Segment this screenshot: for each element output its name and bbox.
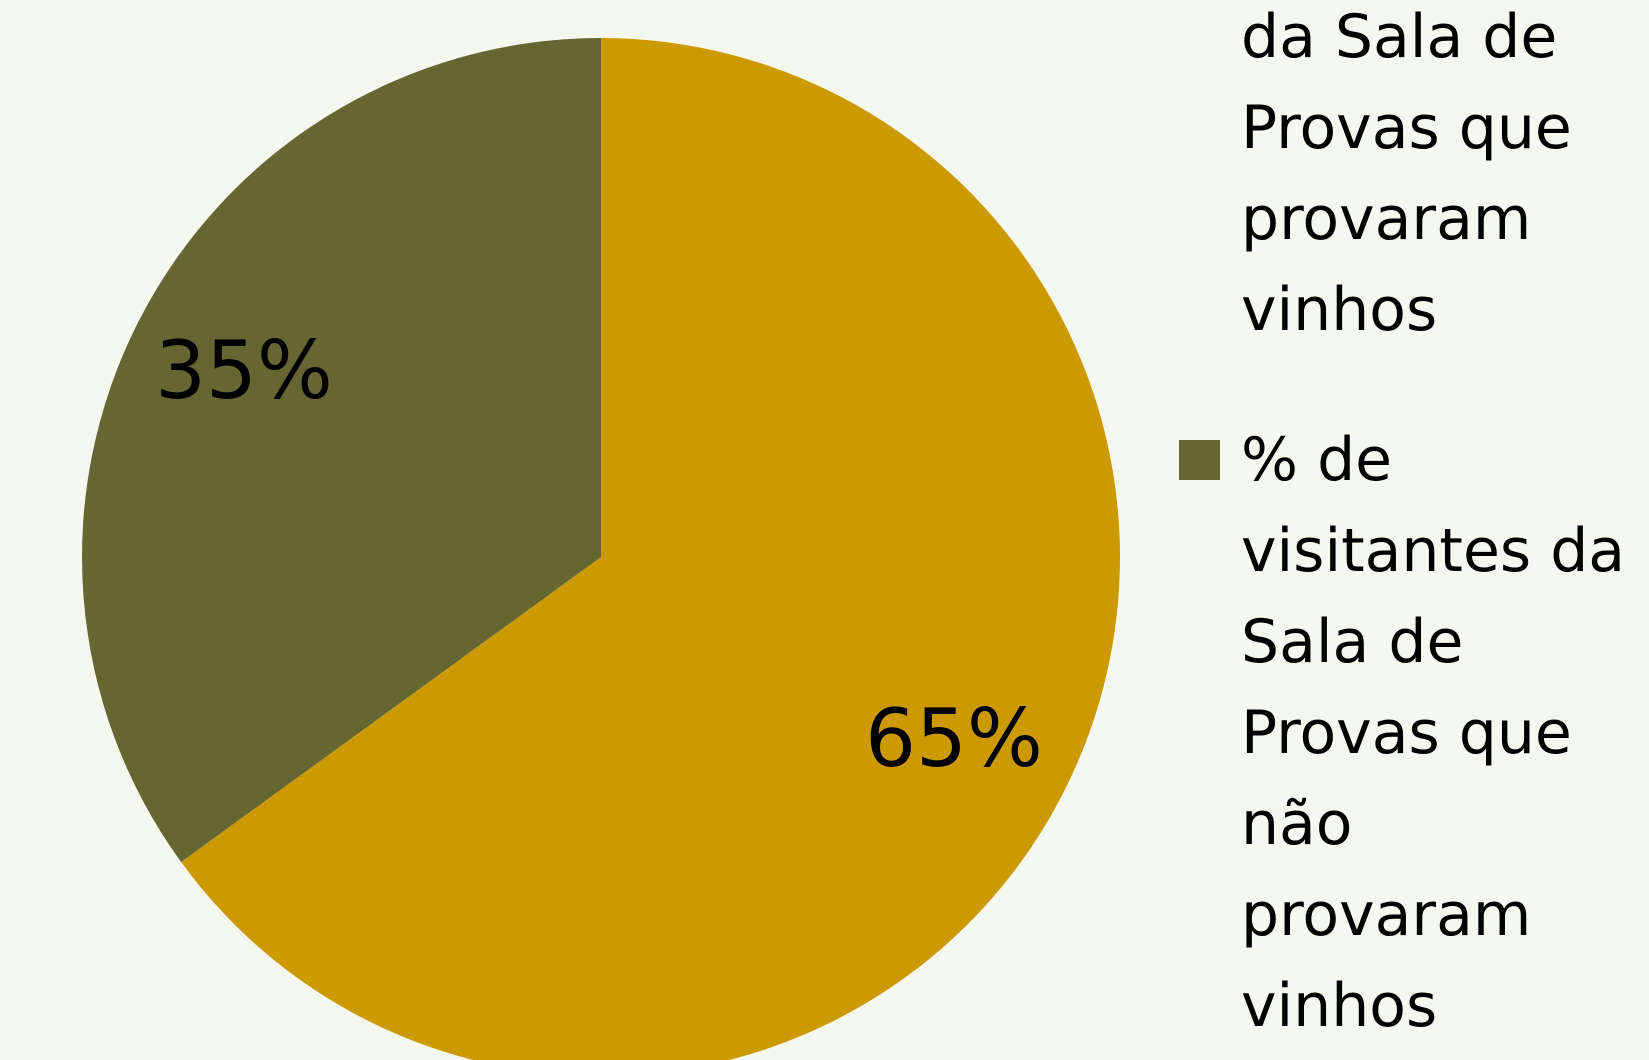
pie-slice [181, 38, 1120, 1060]
legend-label: % de visitantes da Sala de Provas que nã… [1241, 425, 1626, 1041]
data-label: 35% [155, 324, 333, 417]
legend-label: da Sala de Provas que provaram vinhos [1241, 2, 1572, 345]
legend-marker [1179, 440, 1220, 480]
pie-slice [82, 38, 602, 863]
data-label: 65% [865, 692, 1043, 785]
